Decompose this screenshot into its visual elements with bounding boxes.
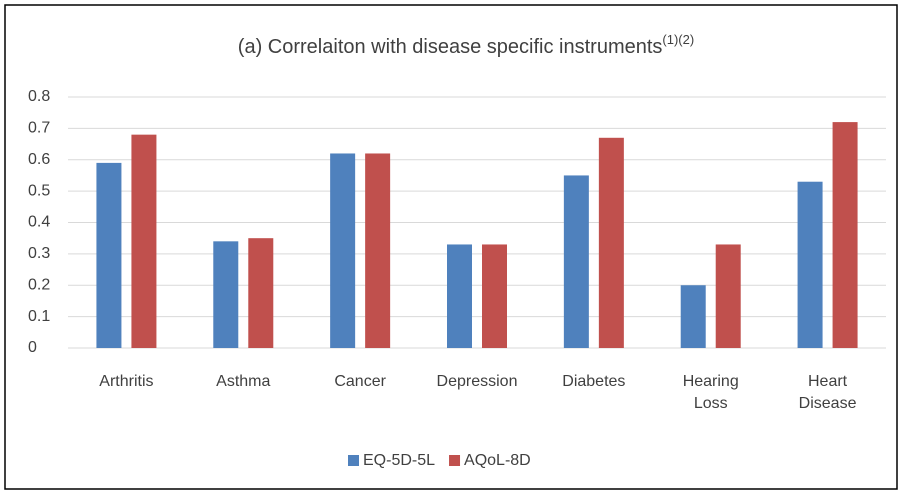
y-tick-label: 0.3	[28, 245, 50, 262]
legend-swatch	[449, 455, 461, 466]
bar	[248, 238, 274, 348]
x-tick-label: Arthritis	[99, 373, 153, 390]
bar	[680, 285, 706, 348]
y-tick-label: 0.4	[28, 214, 50, 231]
title-main: (a) Correlaiton with disease specific in…	[238, 36, 663, 58]
legend-label: EQ-5D-5L	[363, 452, 435, 469]
bar	[365, 153, 391, 348]
bar	[797, 181, 823, 348]
bar	[598, 137, 624, 348]
legend-label: AQoL-8D	[464, 452, 531, 469]
title-superscript: (1)(2)	[662, 32, 694, 47]
bar	[131, 134, 157, 348]
bar	[330, 153, 356, 348]
bar	[563, 175, 589, 348]
x-tick-label: Depression	[437, 373, 518, 390]
bar	[96, 162, 122, 348]
bar	[832, 122, 858, 348]
y-tick-label: 0.5	[28, 182, 50, 199]
x-tick-label: Cancer	[334, 373, 386, 390]
y-tick-label: 0.2	[28, 276, 50, 293]
x-tick-label: Heart Disease	[799, 373, 857, 412]
y-tick-label: 0.8	[28, 88, 50, 105]
x-tick-label: Hearing Loss	[683, 373, 739, 412]
x-tick-label: Diabetes	[562, 373, 625, 390]
bar	[482, 244, 507, 348]
x-tick-label: Asthma	[216, 373, 270, 390]
legend-swatch	[348, 455, 359, 466]
y-tick-label: 0.1	[28, 308, 50, 325]
bar	[213, 241, 239, 348]
chart-title: (a) Correlaiton with disease specific in…	[238, 32, 694, 58]
bar	[447, 244, 472, 348]
y-tick-label: 0	[28, 339, 37, 356]
bar	[715, 244, 741, 348]
y-tick-label: 0.7	[28, 120, 50, 137]
y-tick-label: 0.6	[28, 151, 50, 168]
